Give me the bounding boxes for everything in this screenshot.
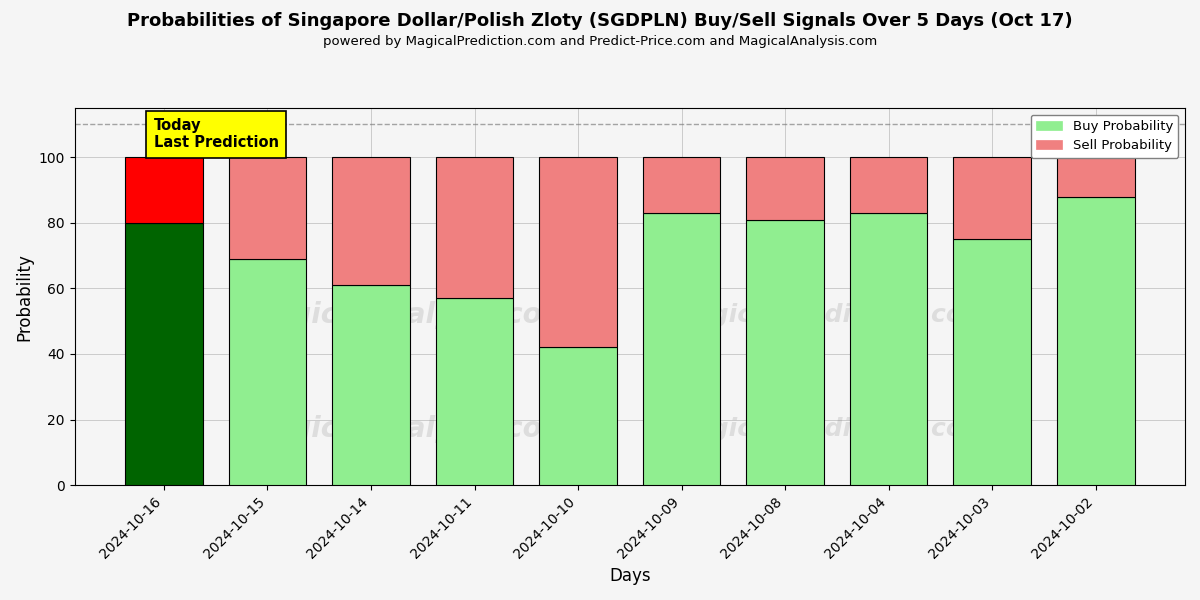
Bar xyxy=(746,157,824,220)
Text: MagicalAnalysis.com: MagicalAnalysis.com xyxy=(245,415,570,443)
Bar xyxy=(229,259,306,485)
Text: MagicalPrediction.com: MagicalPrediction.com xyxy=(670,304,990,328)
Bar xyxy=(1057,197,1134,485)
X-axis label: Days: Days xyxy=(610,567,650,585)
Bar xyxy=(850,213,928,485)
Bar xyxy=(229,157,306,259)
Legend: Buy Probability, Sell Probability: Buy Probability, Sell Probability xyxy=(1031,115,1178,158)
Text: Probabilities of Singapore Dollar/Polish Zloty (SGDPLN) Buy/Sell Signals Over 5 : Probabilities of Singapore Dollar/Polish… xyxy=(127,12,1073,30)
Bar xyxy=(436,298,514,485)
Bar xyxy=(850,157,928,213)
Bar xyxy=(539,157,617,347)
Bar xyxy=(953,157,1031,239)
Bar xyxy=(539,347,617,485)
Text: MagicalAnalysis.com: MagicalAnalysis.com xyxy=(245,301,570,329)
Bar xyxy=(332,285,410,485)
Text: MagicalPrediction.com: MagicalPrediction.com xyxy=(670,416,990,440)
Y-axis label: Probability: Probability xyxy=(16,253,34,341)
Bar xyxy=(746,220,824,485)
Bar xyxy=(125,223,203,485)
Text: Today
Last Prediction: Today Last Prediction xyxy=(154,118,278,151)
Bar xyxy=(436,157,514,298)
Bar xyxy=(125,157,203,223)
Bar xyxy=(1057,157,1134,197)
Text: powered by MagicalPrediction.com and Predict-Price.com and MagicalAnalysis.com: powered by MagicalPrediction.com and Pre… xyxy=(323,35,877,48)
Bar xyxy=(953,239,1031,485)
Bar xyxy=(643,213,720,485)
Bar xyxy=(332,157,410,285)
Bar xyxy=(643,157,720,213)
